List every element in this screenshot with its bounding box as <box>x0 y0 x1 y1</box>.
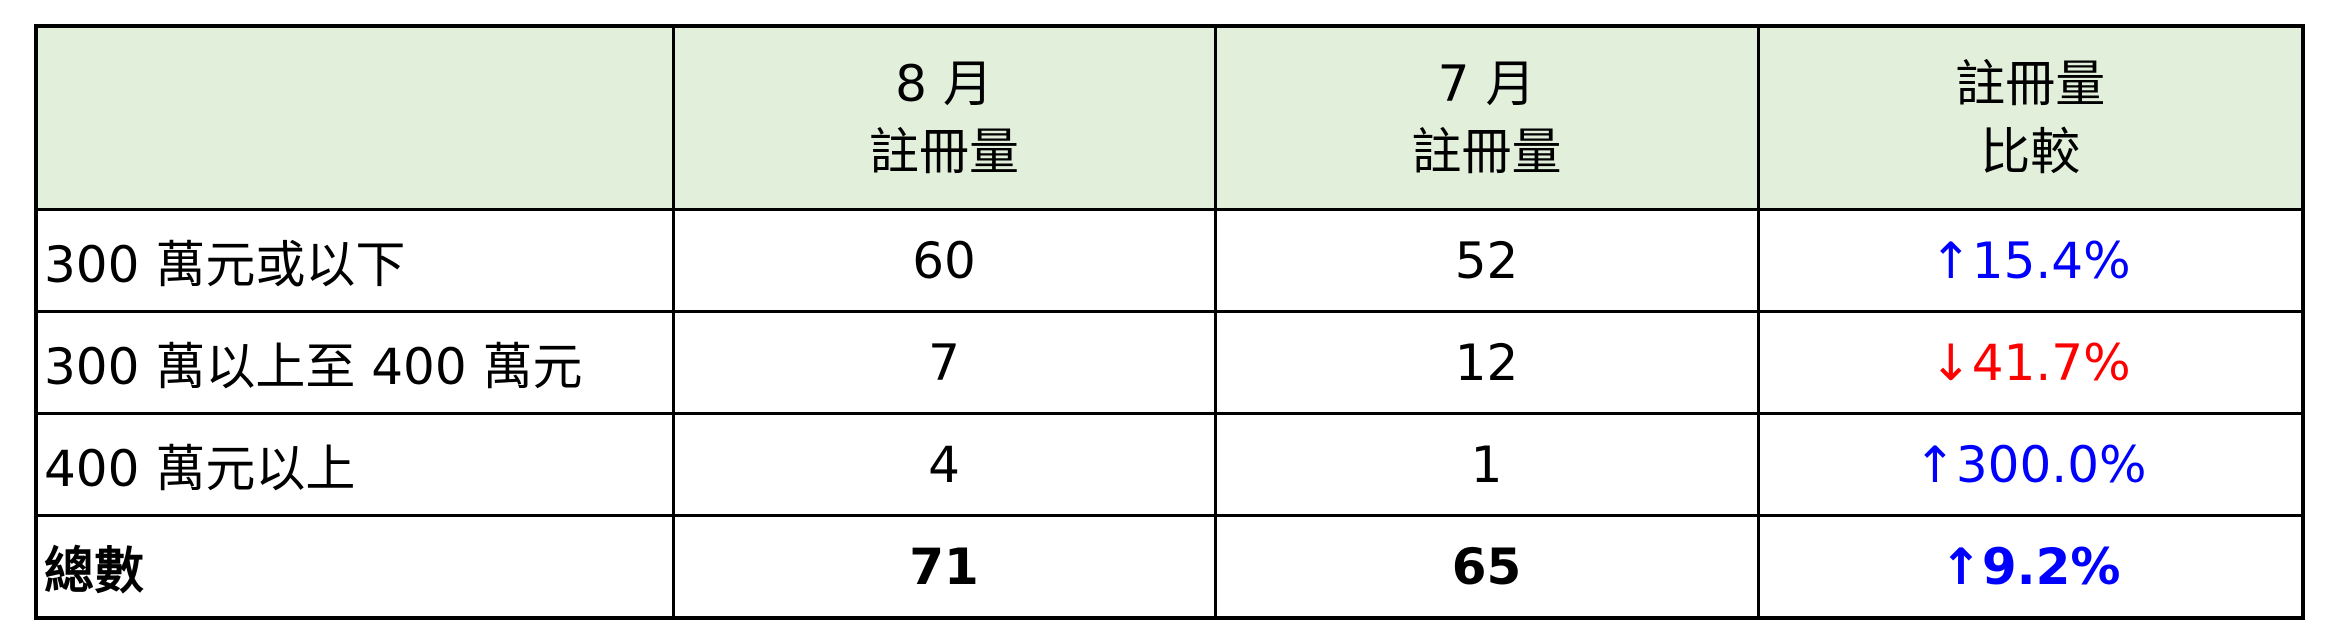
change-value: ↓41.7% <box>1756 310 2305 415</box>
header-august-label: 註冊量 <box>869 123 1019 181</box>
header-august-month: 8 月 <box>895 55 993 113</box>
change-value: ↑300.0% <box>1756 412 2305 517</box>
header-july: 7 月註冊量 <box>1213 24 1760 211</box>
registration-comparison-table: 8 月註冊量 7 月註冊量 註冊量 比較 300 萬元或以下 60 52 ↑15.… <box>34 24 2305 620</box>
header-empty-cell <box>34 24 675 211</box>
july-value: 1 <box>1213 412 1760 517</box>
july-value: 12 <box>1213 310 1760 415</box>
row-label: 300 萬以上至 400 萬元 <box>34 310 675 415</box>
table-row: 400 萬元以上 4 1 ↑300.0% <box>34 412 2305 517</box>
header-row: 8 月註冊量 7 月註冊量 註冊量 比較 <box>34 24 2305 211</box>
table-row: 300 萬以上至 400 萬元 7 12 ↓41.7% <box>34 310 2305 415</box>
row-label: 300 萬元或以下 <box>34 208 675 313</box>
header-august: 8 月註冊量 <box>671 24 1217 211</box>
table-row: 300 萬元或以下 60 52 ↑15.4% <box>34 208 2305 313</box>
july-value: 52 <box>1213 208 1760 313</box>
total-row: 總數 71 65 ↑9.2% <box>34 514 2305 620</box>
august-value: 4 <box>671 412 1217 517</box>
header-comparison-line1: 註冊量 <box>1955 55 2106 113</box>
row-label: 400 萬元以上 <box>34 412 675 517</box>
total-july: 65 <box>1213 514 1760 620</box>
header-july-label: 註冊量 <box>1411 123 1562 181</box>
august-value: 60 <box>671 208 1217 313</box>
august-value: 7 <box>671 310 1217 415</box>
header-july-month: 7 月 <box>1437 55 1536 113</box>
change-value: ↑15.4% <box>1756 208 2305 313</box>
header-comparison-line2: 比較 <box>1980 123 2081 181</box>
total-label: 總數 <box>34 514 675 620</box>
total-change: ↑9.2% <box>1756 514 2305 620</box>
total-august: 71 <box>671 514 1217 620</box>
header-comparison: 註冊量 比較 <box>1756 24 2305 211</box>
